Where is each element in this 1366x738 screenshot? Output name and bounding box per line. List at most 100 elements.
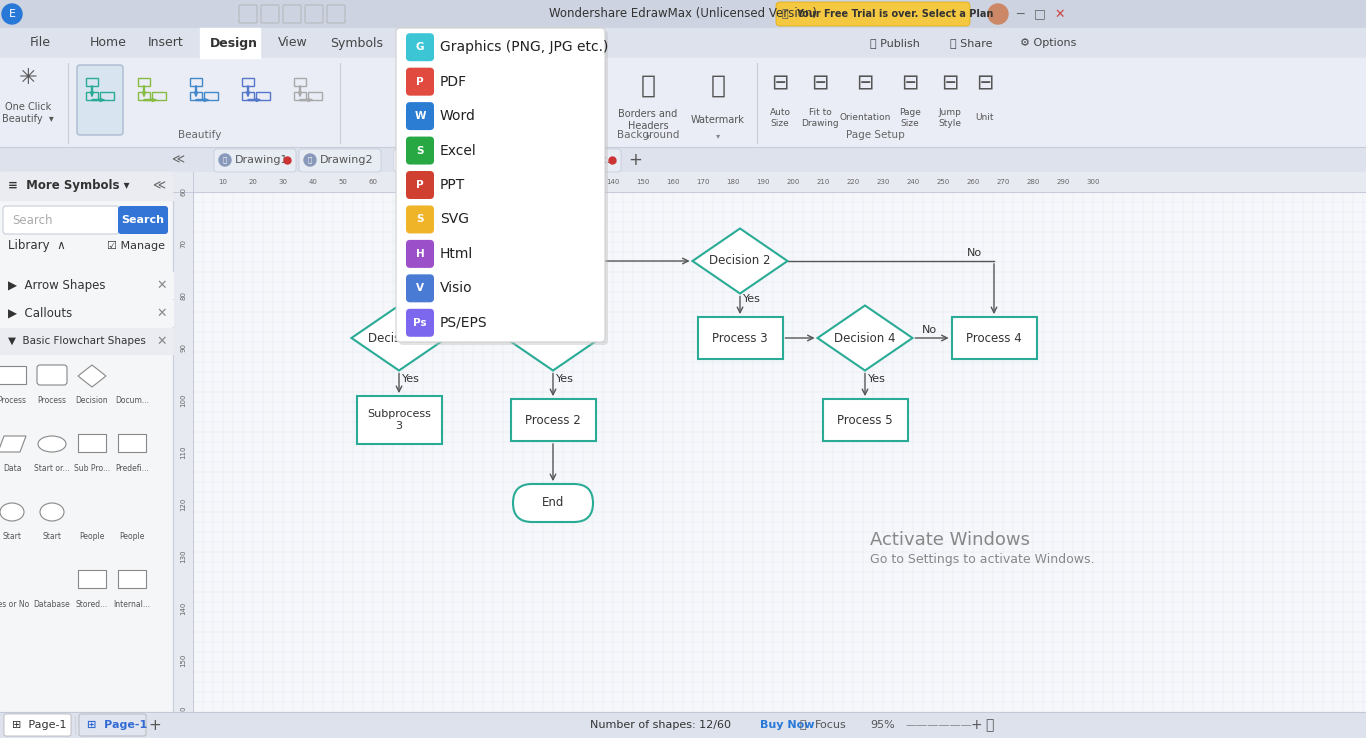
- Text: Yes: Yes: [867, 374, 887, 384]
- Text: Start: Start: [3, 532, 22, 541]
- Bar: [242, 92, 254, 100]
- Text: 100: 100: [486, 179, 500, 185]
- Text: ⊞  Page-1: ⊞ Page-1: [87, 720, 148, 730]
- Text: Decision 3: Decision 3: [369, 331, 430, 345]
- Text: Go to Settings to activate Windows.: Go to Settings to activate Windows.: [870, 554, 1094, 567]
- Bar: [698, 317, 783, 359]
- Text: 280: 280: [1026, 179, 1040, 185]
- Bar: [0, 272, 173, 298]
- Text: 140: 140: [607, 179, 620, 185]
- Text: 120: 120: [180, 497, 186, 511]
- Text: Watermark: Watermark: [691, 115, 744, 125]
- Text: +: +: [628, 151, 642, 169]
- Text: ⛶: ⛶: [985, 718, 993, 732]
- Text: 200: 200: [787, 179, 799, 185]
- Text: 60: 60: [180, 187, 186, 196]
- Text: 🄰: 🄰: [710, 74, 725, 98]
- Bar: [173, 172, 193, 712]
- Text: S: S: [417, 145, 423, 156]
- Text: 120: 120: [546, 179, 560, 185]
- Text: 290: 290: [1056, 179, 1070, 185]
- Text: Docum...: Docum...: [115, 396, 149, 405]
- Text: ≪: ≪: [172, 154, 184, 167]
- FancyBboxPatch shape: [79, 714, 146, 736]
- Bar: [86, 92, 98, 100]
- Bar: [173, 172, 1366, 192]
- Text: 140: 140: [180, 601, 186, 615]
- Bar: [0, 172, 173, 712]
- Text: 30: 30: [279, 179, 287, 185]
- Text: ⊟: ⊟: [772, 73, 788, 93]
- Text: 🖼: 🖼: [563, 74, 578, 98]
- FancyBboxPatch shape: [393, 149, 490, 172]
- FancyBboxPatch shape: [399, 31, 608, 345]
- Text: Yes: Yes: [743, 294, 761, 305]
- FancyBboxPatch shape: [406, 68, 434, 96]
- Text: Your Free Trial is over. Select a Plan: Your Free Trial is over. Select a Plan: [796, 9, 993, 19]
- FancyBboxPatch shape: [776, 2, 970, 26]
- FancyBboxPatch shape: [514, 484, 593, 522]
- Text: 300: 300: [1086, 179, 1100, 185]
- FancyBboxPatch shape: [3, 206, 119, 234]
- FancyBboxPatch shape: [37, 365, 67, 385]
- Text: Subprocess
3: Subprocess 3: [367, 409, 430, 431]
- FancyBboxPatch shape: [406, 33, 434, 61]
- Text: 110: 110: [180, 445, 186, 459]
- Text: Background: Background: [617, 130, 679, 140]
- FancyBboxPatch shape: [406, 308, 434, 337]
- Text: 60: 60: [369, 179, 377, 185]
- Text: 150: 150: [637, 179, 650, 185]
- Text: Start or...: Start or...: [34, 464, 70, 473]
- Text: 🔒: 🔒: [508, 156, 512, 163]
- Text: 🖥: 🖥: [781, 9, 788, 19]
- Text: Drawing2: Drawing2: [320, 155, 374, 165]
- Text: Data: Data: [3, 464, 22, 473]
- Text: 110: 110: [516, 179, 530, 185]
- FancyArrow shape: [246, 86, 250, 97]
- Text: 250: 250: [936, 179, 949, 185]
- Text: Home: Home: [90, 36, 127, 49]
- Text: ⊞  Page-1: ⊞ Page-1: [12, 720, 67, 730]
- Text: 130: 130: [180, 549, 186, 563]
- Text: 210: 210: [817, 179, 829, 185]
- Text: 40: 40: [309, 179, 317, 185]
- Bar: [952, 317, 1037, 359]
- FancyArrow shape: [299, 86, 302, 97]
- Bar: [78, 434, 107, 452]
- Polygon shape: [505, 306, 601, 370]
- Text: ▼  Basic Flowchart Shapes: ▼ Basic Flowchart Shapes: [8, 336, 146, 346]
- Polygon shape: [817, 306, 912, 370]
- Text: P: P: [417, 180, 423, 190]
- Text: 95%: 95%: [870, 720, 895, 730]
- Text: ─: ─: [1016, 7, 1023, 21]
- Polygon shape: [351, 306, 447, 370]
- Bar: [199, 28, 260, 58]
- Text: No: No: [469, 325, 484, 335]
- FancyArrow shape: [142, 86, 146, 97]
- Text: Background
Picture: Background Picture: [541, 109, 600, 131]
- Text: Sub Pro...: Sub Pro...: [74, 464, 111, 473]
- Text: ✕: ✕: [1055, 7, 1065, 21]
- Circle shape: [305, 154, 316, 166]
- Text: File: File: [30, 36, 51, 49]
- Bar: [0, 172, 173, 200]
- FancyBboxPatch shape: [406, 275, 434, 303]
- Text: View: View: [279, 36, 307, 49]
- Text: 150: 150: [180, 653, 186, 666]
- Text: PDF: PDF: [440, 75, 467, 89]
- Text: 170: 170: [697, 179, 710, 185]
- Text: 𝐓: 𝐓: [641, 74, 656, 98]
- Text: 🔒: 🔒: [403, 156, 407, 163]
- Text: Visio: Visio: [440, 281, 473, 295]
- Text: 260: 260: [966, 179, 979, 185]
- Text: Process 1: Process 1: [525, 255, 581, 267]
- Text: Library  ∧: Library ∧: [8, 240, 66, 252]
- Text: Buy Now: Buy Now: [759, 720, 814, 730]
- FancyBboxPatch shape: [117, 206, 168, 234]
- Bar: [242, 78, 254, 86]
- Polygon shape: [0, 436, 26, 452]
- Text: Word: Word: [440, 109, 475, 123]
- Text: ——————: ——————: [906, 720, 971, 730]
- Text: Process: Process: [0, 396, 26, 405]
- Text: ✕: ✕: [157, 334, 167, 348]
